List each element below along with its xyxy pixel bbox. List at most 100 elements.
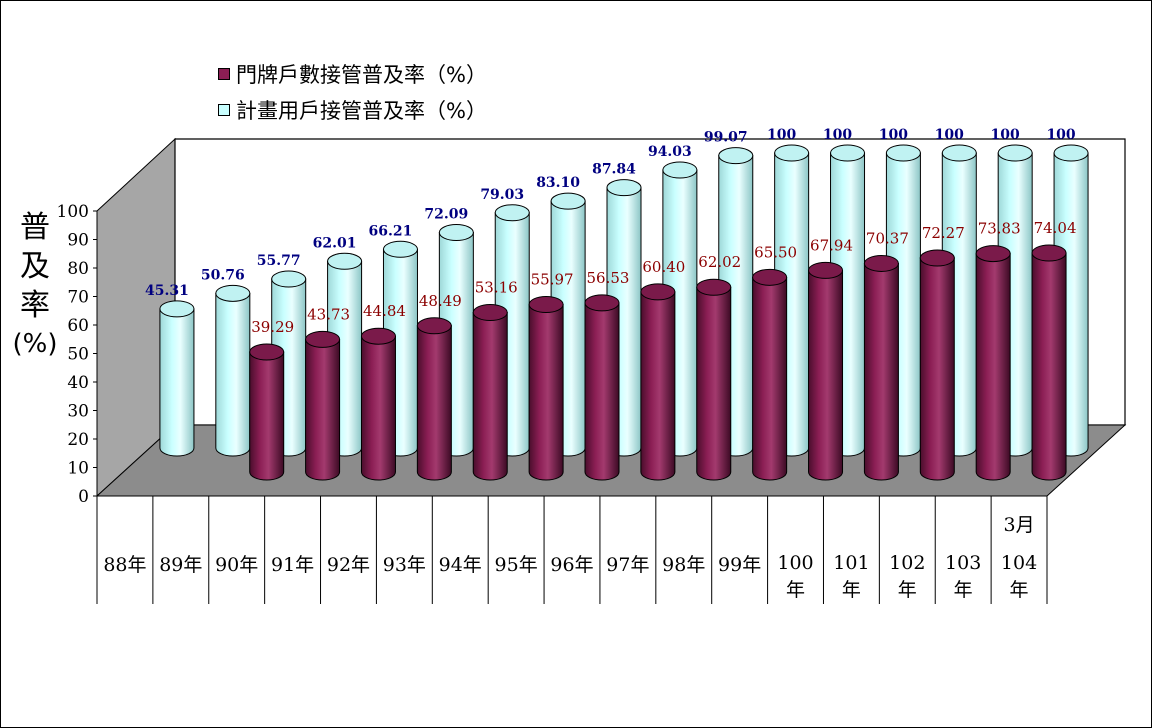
data-label-household: 67.94 — [810, 236, 853, 254]
bar-household-93年 — [416, 317, 452, 481]
x-tick-label: 97年 — [600, 498, 656, 604]
bar-household-96年 — [584, 294, 620, 481]
y-tick-label: 20 — [67, 430, 89, 450]
x-tick-label-text: 88年 — [103, 554, 147, 576]
y-axis-title-char: 及 — [20, 249, 50, 284]
cylinder-top — [640, 283, 676, 301]
series-household-bars — [249, 244, 1067, 481]
y-axis-title-char: 率 — [20, 288, 50, 323]
data-label-planned: 100 — [991, 127, 1020, 143]
y-tick-label: 0 — [78, 487, 89, 507]
x-tick-label: 91年 — [265, 498, 321, 604]
bar-household-102年 — [919, 249, 955, 481]
data-label-planned: 100 — [767, 127, 796, 143]
x-tick-label-text: 97年 — [606, 554, 650, 576]
data-label-planned: 83.10 — [536, 175, 580, 191]
cylinder-body — [528, 303, 564, 481]
cylinder-top — [584, 294, 620, 312]
y-tick-label: 30 — [67, 402, 89, 422]
bar-household-99年 — [752, 268, 788, 481]
cylinder-body — [249, 351, 285, 481]
legend-swatch-series2 — [218, 104, 230, 116]
cylinder-top — [215, 284, 251, 302]
series-household-labels: 39.29 43.73 44.84 48.49 53.16 55.97 56.53 60.40… — [251, 219, 1076, 336]
x-tick-label: 103 年 — [935, 498, 991, 604]
data-label-planned: 100 — [935, 127, 964, 143]
y-axis-title-unit: (%) — [12, 329, 58, 359]
y-tick-label: 40 — [67, 373, 89, 393]
y-tick-label: 100 — [57, 202, 89, 222]
x-tick-label: 89年 — [153, 498, 209, 604]
x-tick-label: 95年 — [488, 498, 544, 604]
bar-household-97年 — [640, 283, 676, 481]
y-axis-title: 普 及 率 (%) — [10, 208, 60, 364]
data-label-household: 74.04 — [1034, 219, 1077, 237]
data-label-household: 43.73 — [307, 305, 350, 323]
x-tick-label-text: 92年 — [326, 554, 371, 576]
legend-item-series2: 計畫用戶接管普及率（%） — [218, 92, 487, 128]
x-tick-label: 98年 — [656, 498, 712, 604]
y-tick-label: 50 — [67, 345, 89, 365]
cylinder-body — [808, 269, 844, 481]
legend: 門牌戶數接管普及率（%） 計畫用戶接管普及率（%） — [218, 56, 487, 128]
cylinder-top — [975, 245, 1011, 263]
data-label-household: 65.50 — [754, 243, 797, 261]
cylinder-body — [360, 335, 396, 481]
y-axis: 0 10 20 30 40 50 60 70 80 90 100 — [57, 202, 98, 507]
legend-item-series1: 門牌戶數接管普及率（%） — [218, 56, 487, 92]
data-label-planned: 72.09 — [424, 207, 468, 223]
cylinder-body — [215, 292, 251, 457]
data-label-planned: 100 — [879, 127, 908, 143]
cylinder-body — [752, 276, 788, 481]
cylinder-top — [382, 240, 418, 258]
x-tick-label: 104 年 — [991, 498, 1047, 604]
data-label-planned: 99.07 — [704, 130, 748, 146]
x-tick-label: 96年 — [544, 498, 600, 604]
x-tick-label-text: 100 年 — [777, 552, 814, 601]
x-tick-label-text: 98年 — [662, 554, 706, 576]
bar-planned-89年 — [215, 284, 251, 457]
bar-household-90年 — [249, 343, 285, 481]
cylinder-body — [975, 253, 1011, 481]
cylinder-top — [830, 144, 866, 162]
x-tick-label-text: 101 年 — [833, 552, 870, 601]
bar-household-98年 — [696, 278, 732, 481]
x-tick-label-text: 103 年 — [945, 552, 982, 601]
x-tick-label-text: 91年 — [270, 554, 315, 576]
cylinder-top — [808, 261, 844, 279]
cylinder-top — [1031, 244, 1067, 262]
x-tick-label-text: 95年 — [494, 554, 538, 576]
data-label-planned: 45.31 — [145, 283, 189, 299]
y-tick-label: 70 — [67, 288, 89, 308]
x-axis-table — [96, 496, 1048, 604]
data-label-household: 39.29 — [251, 318, 294, 336]
x-tick-label: 94年 — [432, 498, 488, 604]
bar-household-101年 — [863, 254, 899, 481]
cylinder-top — [438, 224, 474, 242]
cylinder-top — [718, 147, 754, 165]
cylinder-top — [550, 192, 586, 210]
data-label-household: 70.37 — [866, 229, 909, 247]
data-label-planned: 100 — [823, 127, 852, 143]
y-tick-label: 10 — [67, 459, 89, 479]
y-tick-label: 60 — [67, 316, 89, 336]
bar-household-100年 — [808, 261, 844, 481]
bar-household-104年 — [1031, 244, 1067, 481]
data-label-household: 62.02 — [698, 253, 741, 271]
cylinder-top — [919, 249, 955, 267]
cylinder-body — [640, 291, 676, 481]
x-tick-label: 88年 — [97, 498, 153, 604]
cylinder-top — [494, 204, 530, 222]
cylinder-top — [863, 254, 899, 272]
legend-label-series1: 門牌戶數接管普及率（%） — [236, 63, 487, 87]
data-label-household: 48.49 — [419, 292, 462, 310]
x-tick-label-text: 99年 — [718, 554, 762, 576]
data-label-household: 56.53 — [587, 269, 630, 287]
data-label-planned: 87.84 — [592, 162, 636, 178]
x-tick-label-text: 104 年 — [1000, 552, 1038, 601]
data-label-planned: 94.03 — [648, 144, 692, 160]
data-label-household: 73.83 — [978, 220, 1021, 238]
cylinder-body — [472, 311, 508, 481]
cylinder-body — [305, 338, 341, 481]
